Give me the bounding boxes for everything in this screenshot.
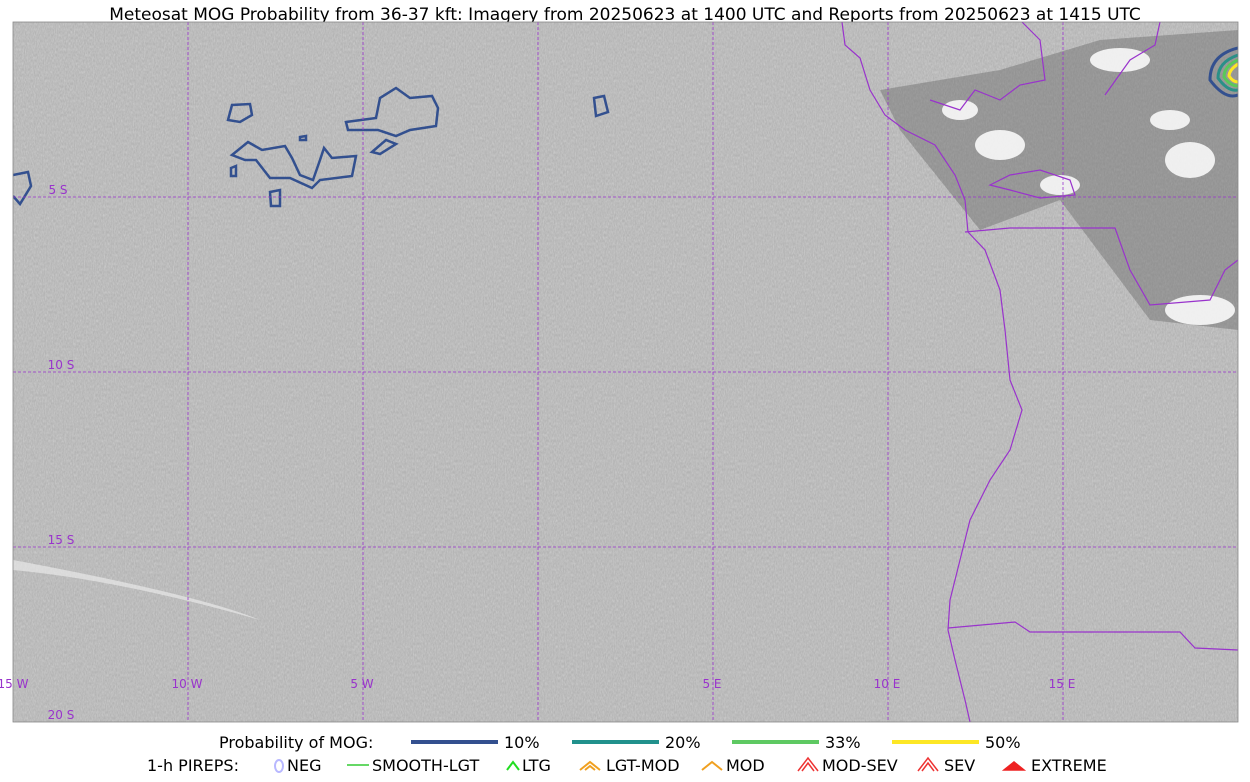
mog-contours-10 <box>13 86 610 208</box>
legend-symbol <box>1001 761 1027 771</box>
legend-symbol <box>579 760 601 771</box>
lon-label: 15 W <box>0 677 29 691</box>
legend-title: 1-h PIREPS: <box>147 756 239 775</box>
probability-legend: Probability of MOG: 10% 20% 33% 50% <box>219 733 1021 752</box>
legend-label: 20% <box>665 733 701 752</box>
legend-label: EXTREME <box>1031 756 1107 775</box>
lat-label: 5 S <box>48 183 67 197</box>
legend-label: 33% <box>825 733 861 752</box>
legend-label: MOD <box>726 756 765 775</box>
legend-symbol <box>274 759 284 773</box>
graticule <box>13 22 1238 722</box>
legend-label: MOD-SEV <box>822 756 898 775</box>
legend-label: NEG <box>287 756 321 775</box>
lon-label: 5 W <box>350 677 373 691</box>
title: Meteosat MOG Probability from 36-37 kft:… <box>109 5 1141 25</box>
legend-label: 50% <box>985 733 1021 752</box>
legend-symbol <box>701 760 723 771</box>
lon-label: 10 W <box>172 677 203 691</box>
coastline <box>841 22 1023 722</box>
lon-label: 5 E <box>702 677 721 691</box>
map-frame <box>12 21 1239 723</box>
mog-contours-high <box>1208 46 1238 98</box>
lat-label: 20 S <box>48 708 75 722</box>
lon-labels: 15 W 10 W 5 W 5 E 10 E 15 E <box>0 677 1075 691</box>
legend-label: LTG <box>522 756 551 775</box>
lat-label: 15 S <box>48 533 75 547</box>
map <box>13 22 1238 722</box>
legend-title: Probability of MOG: <box>219 733 373 752</box>
pirep-legend: 1-h PIREPS: NEG SMOOTH-LGT LTG LGT-MOD M… <box>147 756 1107 775</box>
legend-label: SMOOTH-LGT <box>372 756 479 775</box>
lat-label: 10 S <box>48 358 75 372</box>
borders <box>929 22 1238 651</box>
cloud-band <box>13 560 260 620</box>
legend-symbol <box>917 756 939 772</box>
legend-label: 10% <box>504 733 540 752</box>
lat-labels: 5 S 10 S 15 S 20 S <box>48 183 75 722</box>
legend-symbol <box>506 760 520 771</box>
legend-label: LGT-MOD <box>606 756 680 775</box>
lon-label: 15 E <box>1049 677 1076 691</box>
legend-symbol <box>797 756 819 772</box>
lon-label: 10 E <box>874 677 901 691</box>
legend-label: SEV <box>944 756 975 775</box>
